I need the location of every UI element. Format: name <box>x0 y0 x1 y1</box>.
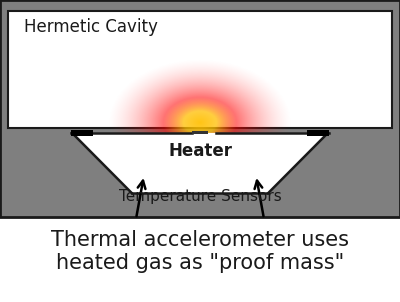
Text: Heater: Heater <box>168 142 232 160</box>
Text: Hermetic Cavity: Hermetic Cavity <box>24 18 158 36</box>
Bar <box>192 131 208 134</box>
Bar <box>307 130 329 136</box>
Text: Thermal accelerometer uses
heated gas as "proof mass": Thermal accelerometer uses heated gas as… <box>51 230 349 273</box>
Polygon shape <box>72 133 328 193</box>
Bar <box>8 11 392 128</box>
Text: Temperature Sensors: Temperature Sensors <box>119 189 281 204</box>
Bar <box>0 0 400 217</box>
Bar <box>71 130 93 136</box>
